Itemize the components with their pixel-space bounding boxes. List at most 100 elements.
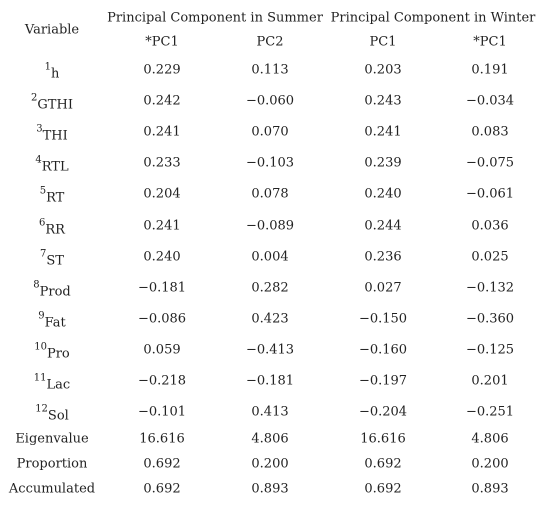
variable-name: Sol <box>47 408 69 424</box>
variable-name: RT <box>46 190 65 206</box>
summary-label: Eigenvalue <box>15 431 89 447</box>
value-cell: 0.200 <box>471 456 509 472</box>
variable-name: Pro <box>46 346 70 362</box>
value-cell: 0.004 <box>251 249 289 265</box>
value-cell: 0.204 <box>143 186 181 202</box>
value-cell: −0.061 <box>465 186 515 202</box>
value-cell: −0.132 <box>465 280 515 296</box>
value-cell: 0.240 <box>143 249 181 265</box>
value-cell: 0.236 <box>364 249 402 265</box>
value-cell: 0.191 <box>471 62 509 78</box>
row-label: 12Sol <box>35 403 69 424</box>
row-label: 3THI <box>36 123 68 144</box>
column-header: PC2 <box>256 34 284 50</box>
value-cell: 0.059 <box>143 342 181 358</box>
value-cell: 0.242 <box>143 93 181 109</box>
variable-name: h <box>51 66 60 82</box>
value-cell: 0.240 <box>364 186 402 202</box>
value-cell: 0.239 <box>364 155 402 171</box>
value-cell: 0.203 <box>364 62 402 78</box>
value-cell: −0.413 <box>245 342 295 358</box>
value-cell: 16.616 <box>139 431 185 447</box>
row-label: 8Prod <box>33 279 71 299</box>
footnote-number: 7 <box>40 248 47 260</box>
value-cell: 0.241 <box>364 124 402 140</box>
footnote-number: 10 <box>34 341 47 353</box>
footnote-number: 2 <box>31 92 38 104</box>
value-cell: 0.282 <box>251 280 289 296</box>
footnote-number: 12 <box>35 403 48 415</box>
value-cell: 4.806 <box>471 431 509 447</box>
value-cell: −0.218 <box>137 373 187 389</box>
value-cell: −0.150 <box>358 311 408 327</box>
value-cell: −0.204 <box>358 404 408 420</box>
value-cell: −0.086 <box>137 311 187 327</box>
variable-name: GTHI <box>37 97 73 113</box>
value-cell: 0.413 <box>251 404 289 420</box>
row-label: 1h <box>45 62 60 82</box>
variable-name: THI <box>42 128 68 144</box>
value-cell: −0.360 <box>465 311 515 327</box>
group-header: Principal Component in Winter <box>330 10 536 26</box>
footnote-number: 9 <box>38 310 45 322</box>
row-label: 5RT <box>39 185 65 206</box>
column-header: PC1 <box>369 34 397 50</box>
value-cell: 0.070 <box>251 124 289 140</box>
footnote-number: 5 <box>39 185 47 197</box>
row-label: 6RR <box>39 217 65 237</box>
value-cell: 0.036 <box>471 218 509 233</box>
value-cell: 0.241 <box>143 218 181 233</box>
value-cell: −0.181 <box>137 280 187 296</box>
footnote-number: 8 <box>33 279 40 291</box>
value-cell: −0.160 <box>358 342 408 358</box>
variable-header: Variable <box>24 22 80 38</box>
value-cell: −0.101 <box>137 404 187 420</box>
summary-label: Accumulated <box>8 481 96 497</box>
value-cell: 0.692 <box>143 481 181 497</box>
footnote-number: 3 <box>36 123 43 135</box>
value-cell: −0.060 <box>245 93 295 109</box>
column-header: *PC1 <box>145 34 179 50</box>
value-cell: −0.034 <box>465 93 515 109</box>
value-cell: 0.893 <box>471 481 509 497</box>
value-cell: 0.243 <box>364 93 402 109</box>
variable-name: Prod <box>39 284 71 300</box>
value-cell: 0.078 <box>251 186 289 202</box>
value-cell: −0.125 <box>465 342 515 358</box>
value-cell: −0.251 <box>465 404 515 420</box>
value-cell: 0.241 <box>143 124 181 140</box>
value-cell: −0.089 <box>245 218 295 233</box>
row-label: 2GTHI <box>31 92 73 113</box>
value-cell: 0.244 <box>364 218 402 233</box>
value-cell: 0.233 <box>143 155 181 171</box>
value-cell: 0.692 <box>143 456 181 472</box>
value-cell: 4.806 <box>251 431 289 447</box>
footnote-number: 11 <box>33 372 47 384</box>
row-label: 11Lac <box>33 372 70 393</box>
value-cell: 0.692 <box>364 456 402 472</box>
value-cell: 0.113 <box>251 62 289 78</box>
value-cell: 0.027 <box>364 280 402 296</box>
footnote-number: 4 <box>35 154 42 166</box>
value-cell: 0.893 <box>251 481 289 497</box>
variable-name: Fat <box>44 315 66 331</box>
value-cell: 0.692 <box>364 481 402 497</box>
value-cell: 0.083 <box>471 124 509 140</box>
footnote-number: 6 <box>39 217 46 228</box>
value-cell: −0.197 <box>358 373 408 389</box>
value-cell: 0.423 <box>251 311 289 327</box>
summary-label: Proportion <box>16 456 88 472</box>
value-cell: 0.229 <box>143 62 181 78</box>
row-label: 7ST <box>40 248 64 268</box>
value-cell: 0.201 <box>471 373 509 389</box>
row-label: 4RTL <box>35 154 68 175</box>
value-cell: −0.181 <box>245 373 295 389</box>
value-cell: −0.075 <box>465 155 515 171</box>
row-label: 10Pro <box>34 341 70 361</box>
value-cell: −0.103 <box>245 155 295 171</box>
variable-name: Lac <box>46 377 71 393</box>
variable-name: RTL <box>41 159 69 175</box>
value-cell: 0.200 <box>251 456 289 472</box>
group-header: Principal Component in Summer <box>107 10 323 26</box>
